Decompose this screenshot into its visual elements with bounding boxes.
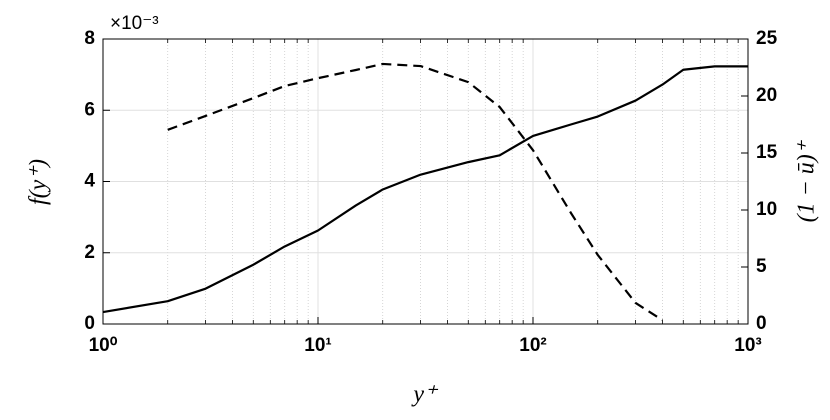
plot-frame: [102, 38, 749, 325]
y2-tick-label: 5: [756, 256, 767, 277]
x-tick-label: 10¹: [304, 335, 331, 356]
y2-axis-label: (1 − ū)⁺: [794, 139, 820, 222]
y-tick-label: 4: [84, 171, 95, 192]
y-multiplier: ×10⁻³: [110, 13, 159, 34]
y-tick-label: 6: [84, 99, 95, 120]
y-tick-label: 0: [84, 313, 95, 334]
x-axis-label: y⁺: [411, 382, 439, 408]
line-series: [102, 65, 748, 314]
y2-tick-label: 25: [756, 28, 778, 49]
y-tick-label: 2: [84, 242, 95, 263]
y2-tick-label: 15: [756, 142, 778, 163]
line-series: [167, 62, 664, 322]
x-tick-label: 10⁰: [89, 335, 118, 356]
y2-tick-label: 10: [756, 199, 777, 220]
y-axis-label: f(y⁺): [26, 159, 52, 205]
x-tick-label: 10²: [519, 335, 546, 356]
x-tick-label: 10³: [734, 335, 761, 356]
y2-tick-label: 0: [756, 313, 767, 334]
y2-tick-label: 20: [756, 85, 777, 106]
y-tick-label: 8: [84, 28, 95, 49]
